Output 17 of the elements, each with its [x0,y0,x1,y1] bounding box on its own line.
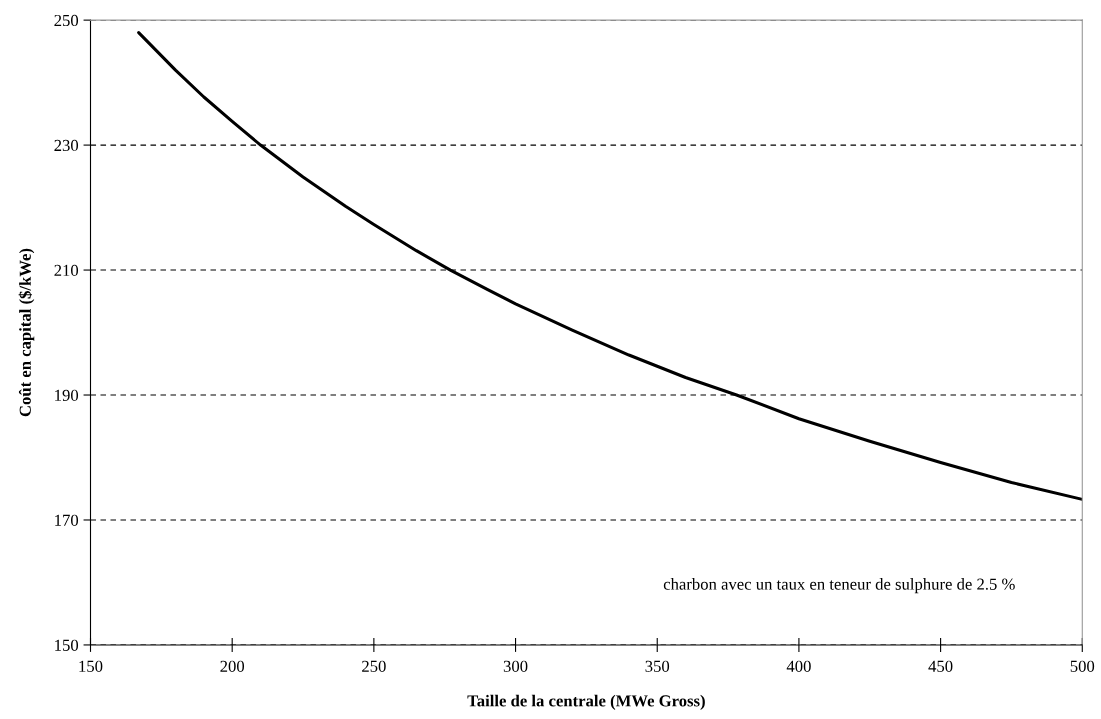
y-tick-label: 190 [55,389,79,401]
y-tick-label: 250 [54,14,79,27]
x-axis-title: Taille de la centrale (MWe Gross) [467,694,705,710]
y-tick-label: 150 [55,639,79,651]
x-tick-label: 250 [362,660,386,672]
annotation: charbon avec un taux en teneur de sulphure de 2.5 % [663,578,1015,594]
y-tick-label: 230 [54,139,79,152]
x-tick-label: 450 [928,660,953,672]
x-tick-label: 300 [503,660,528,672]
y-axis-title: Coût en capital ($/kWe) [18,248,35,417]
y-tick-label: 170 [55,514,79,526]
x-tick-label: 200 [220,660,245,672]
x-tick-label: 400 [786,660,811,672]
x-tick-label: 150 [79,660,103,672]
x-tick-label: 350 [645,660,670,672]
x-tick-label: 500 [1070,660,1095,672]
y-tick-label: 210 [54,264,79,276]
